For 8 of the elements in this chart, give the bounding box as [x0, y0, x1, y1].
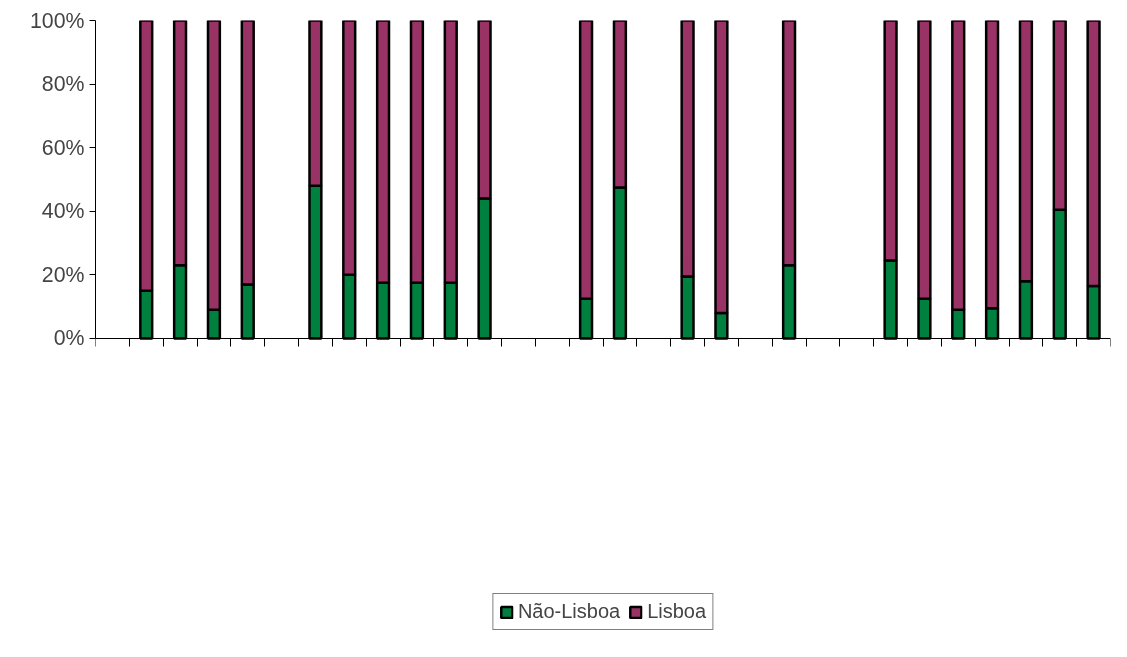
y-tick-label: 20% [41, 262, 85, 287]
legend-label: Não-Lisboa [517, 600, 621, 623]
y-tick-label: 100% [29, 8, 85, 33]
y-tick-label: 0% [53, 326, 85, 351]
y-tick-label: 80% [41, 72, 85, 97]
y-tick-label: 60% [41, 135, 85, 160]
legend-label: Lisboa [647, 600, 707, 623]
y-tick-label: 40% [41, 199, 85, 224]
